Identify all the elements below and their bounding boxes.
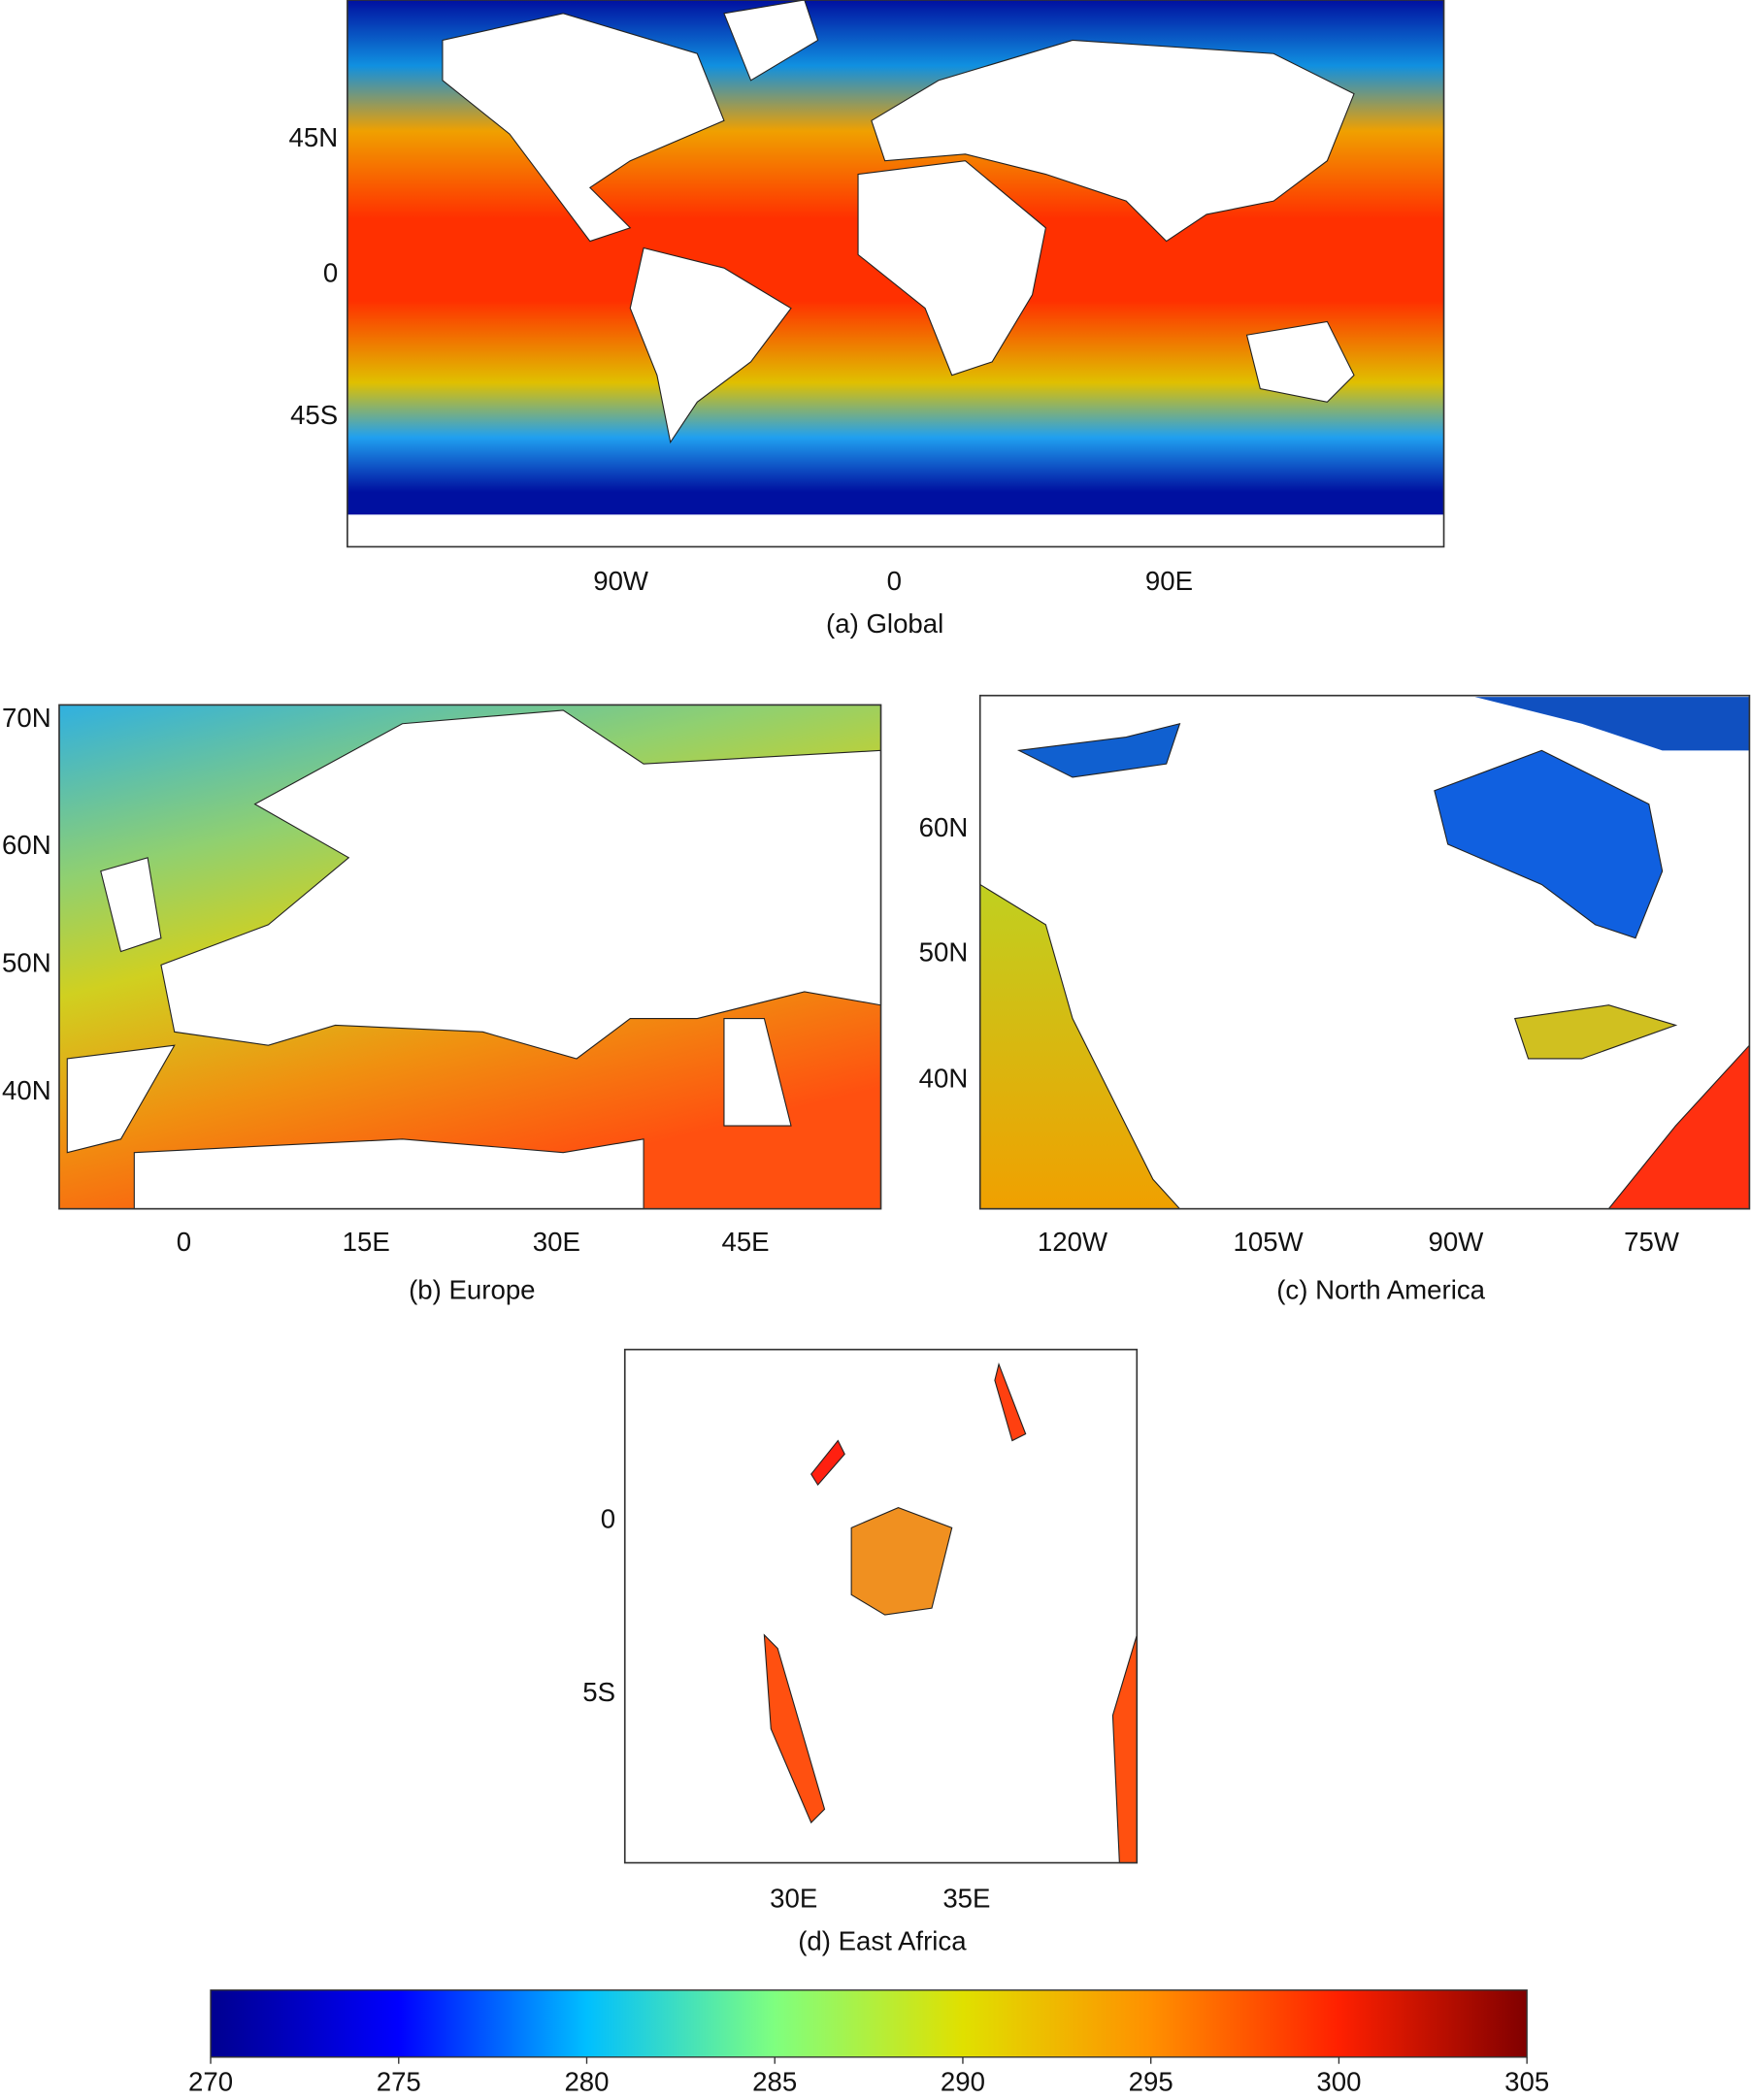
frame — [623, 1348, 1139, 1864]
indian-ocean — [1111, 1634, 1138, 1864]
north-america — [442, 13, 725, 243]
colorbar-tick-label: 305 — [1504, 2067, 1549, 2097]
y-tick-label: 0 — [601, 1504, 615, 1534]
frame — [347, 0, 1445, 548]
continent — [160, 709, 882, 1060]
panel-caption: (d) East Africa — [798, 1926, 967, 1956]
y-tick-label: 70N — [2, 703, 51, 733]
x-tick-label: 30E — [533, 1227, 580, 1257]
greenland — [723, 0, 819, 82]
frame — [978, 694, 1751, 1210]
x-tick-label: 90E — [1145, 566, 1193, 596]
australia — [1245, 320, 1355, 403]
britain — [100, 857, 162, 953]
hudson-bay — [1434, 749, 1664, 939]
colorbar-tick-label: 275 — [377, 2067, 421, 2097]
panel-north-america — [978, 694, 1751, 1210]
x-tick-label: 45E — [721, 1227, 769, 1257]
y-tick-label: 40N — [919, 1063, 969, 1093]
y-tick-label: 45S — [290, 400, 338, 430]
x-tick-label: 120W — [1038, 1227, 1107, 1257]
colorbar-tick-label: 270 — [188, 2067, 233, 2097]
x-tick-label: 105W — [1234, 1227, 1304, 1257]
eurasia — [871, 39, 1355, 243]
y-tick-label: 45N — [289, 122, 339, 152]
middle-east — [723, 1017, 792, 1127]
frame — [58, 704, 882, 1210]
y-tick-label: 50N — [919, 937, 969, 968]
panel-caption: (c) North America — [1276, 1275, 1485, 1305]
x-tick-label: 35E — [942, 1884, 990, 1914]
colorbar-tick-label: 290 — [941, 2067, 985, 2097]
y-tick-label: 5S — [582, 1677, 615, 1707]
lake-turkana — [994, 1362, 1027, 1442]
y-tick-label: 60N — [2, 830, 51, 860]
y-tick-label: 0 — [323, 257, 338, 287]
africa — [857, 160, 1046, 377]
panel-global — [347, 0, 1445, 548]
colorbar-tick-label: 280 — [564, 2067, 609, 2097]
x-tick-label: 90W — [593, 566, 648, 596]
south-america — [629, 246, 792, 444]
x-tick-label: 0 — [887, 566, 902, 596]
colorbar-tick-label: 295 — [1129, 2067, 1173, 2097]
panel-europe — [58, 704, 882, 1210]
panel-caption: (b) Europe — [409, 1275, 535, 1305]
arctic — [1016, 722, 1181, 778]
antarctica — [347, 514, 1444, 547]
colorbar-tick-label: 285 — [752, 2067, 797, 2097]
x-tick-label: 15E — [343, 1227, 390, 1257]
y-tick-label: 50N — [2, 948, 51, 978]
lake-tanganyika — [763, 1633, 826, 1824]
baffin — [1474, 697, 1750, 751]
colorbar — [210, 1989, 1528, 2058]
colorbar-tick-label: 300 — [1316, 2067, 1361, 2097]
panel-caption: (a) Global — [826, 608, 943, 639]
lake-albert — [810, 1439, 845, 1487]
x-tick-label: 30E — [770, 1884, 817, 1914]
x-tick-label: 0 — [177, 1227, 191, 1257]
lake-victoria — [850, 1507, 953, 1616]
y-tick-label: 40N — [2, 1075, 51, 1105]
great-lakes — [1513, 1004, 1678, 1060]
x-tick-label: 90W — [1429, 1227, 1484, 1257]
iberia — [66, 1044, 176, 1154]
y-tick-label: 60N — [919, 812, 969, 842]
panel-east-africa — [623, 1348, 1139, 1864]
x-tick-label: 75W — [1624, 1227, 1679, 1257]
